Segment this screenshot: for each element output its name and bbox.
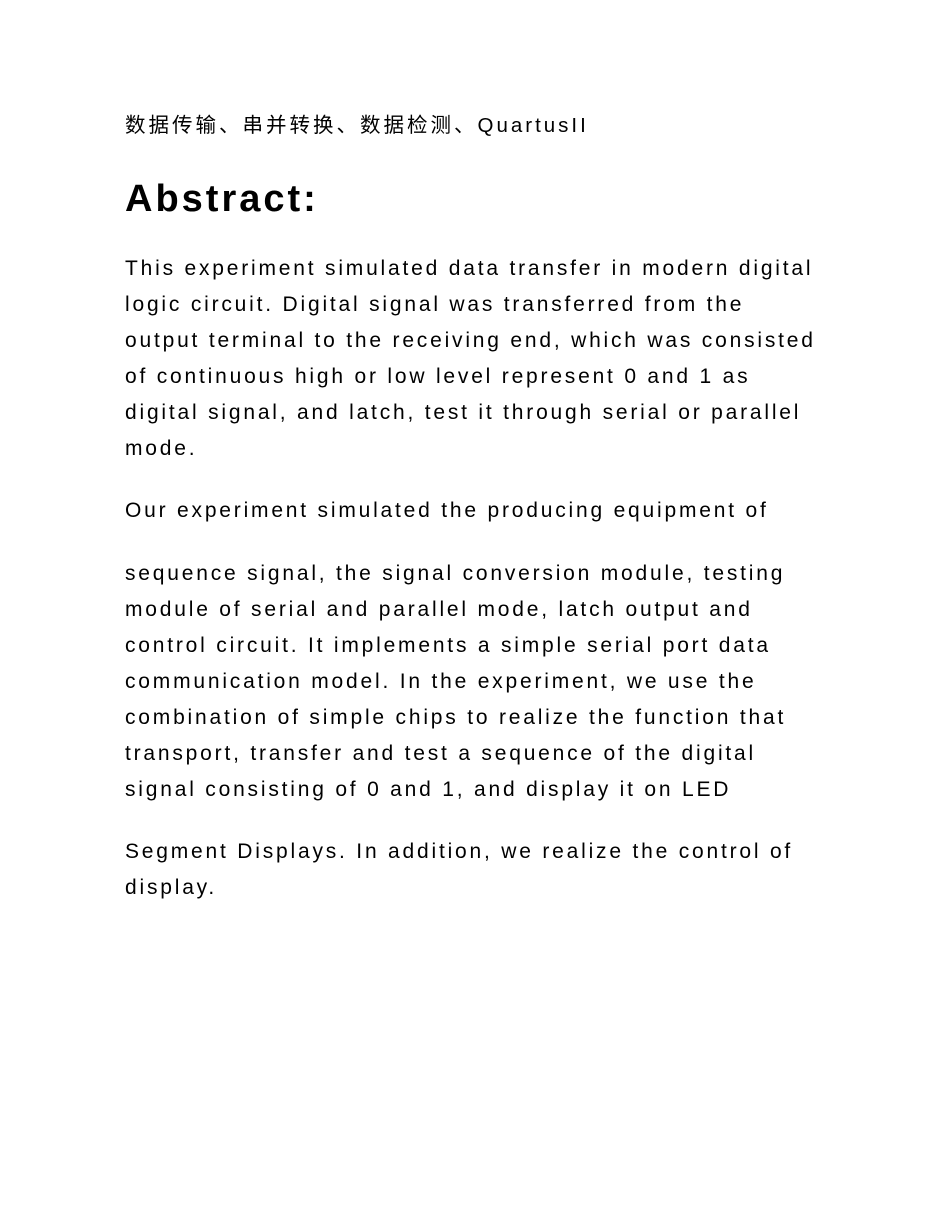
abstract-paragraph: Segment Displays. In addition, we realiz… xyxy=(125,834,825,906)
document-page: 数据传输、串并转换、数据检测、QuartusII Abstract: This … xyxy=(0,0,950,1230)
abstract-heading: Abstract: xyxy=(125,178,825,221)
abstract-paragraph: sequence signal, the signal conversion m… xyxy=(125,556,825,809)
keywords-line: 数据传输、串并转换、数据检测、QuartusII xyxy=(125,110,825,143)
abstract-paragraph: This experiment simulated data transfer … xyxy=(125,251,825,468)
abstract-paragraph: Our experiment simulated the producing e… xyxy=(125,493,825,529)
